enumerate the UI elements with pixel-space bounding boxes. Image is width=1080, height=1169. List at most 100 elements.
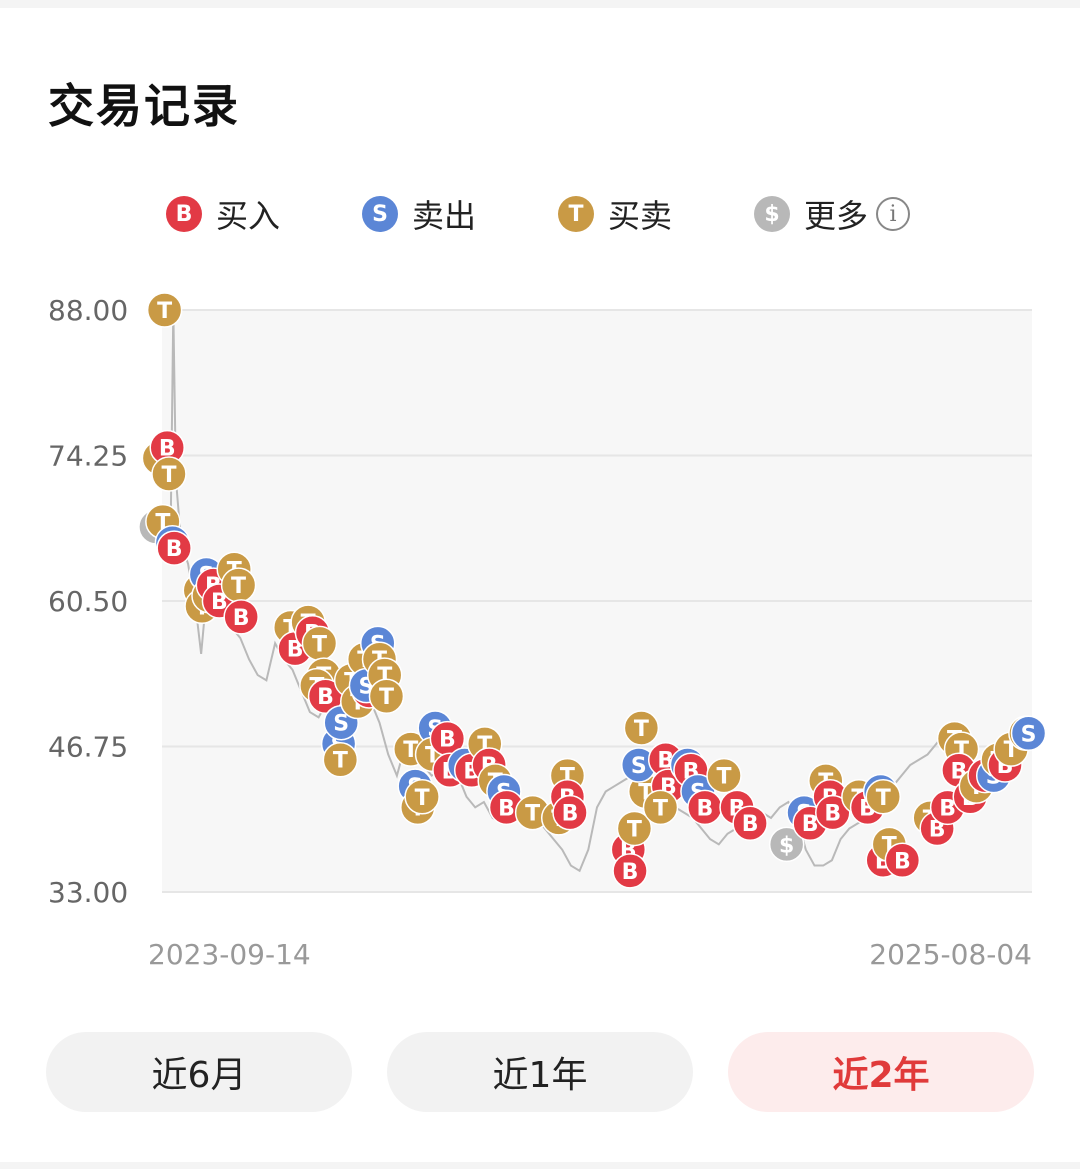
- marker-circle: [1010, 715, 1047, 752]
- trade-marker[interactable]: T: [623, 710, 660, 746]
- trade-marker[interactable]: T: [404, 779, 440, 815]
- trade-marker-icon: T: [558, 196, 594, 232]
- buy-marker[interactable]: B: [156, 530, 192, 566]
- marker-letter: T: [634, 717, 649, 742]
- buy-marker[interactable]: B: [732, 805, 768, 841]
- legend-trade-label: 买卖: [608, 197, 673, 235]
- page-title: 交易记录: [48, 79, 240, 133]
- trade-marker[interactable]: T: [368, 678, 405, 714]
- more-marker[interactable]: $: [768, 826, 805, 863]
- marker-letter: B: [894, 849, 911, 874]
- marker-circle: [156, 530, 192, 566]
- tab-2-years[interactable]: 近2年: [728, 1032, 1034, 1112]
- buy-marker[interactable]: B: [884, 842, 921, 879]
- marker-letter: B: [696, 796, 713, 821]
- buy-marker[interactable]: B: [687, 789, 723, 826]
- legend-buy-label: 买入: [216, 197, 281, 235]
- marker-letter: B: [317, 685, 334, 710]
- marker-circle: [616, 810, 653, 847]
- marker-letter: T: [717, 765, 732, 790]
- y-tick-label: 88.00: [48, 294, 128, 327]
- buy-marker[interactable]: B: [223, 599, 259, 635]
- marker-letter: B: [159, 437, 176, 462]
- marker-letter: B: [939, 796, 956, 821]
- x-start-label: 2023-09-14: [148, 938, 311, 971]
- trade-marker[interactable]: T: [151, 456, 187, 492]
- marker-letter: T: [525, 802, 540, 827]
- sell-marker[interactable]: S: [621, 747, 657, 783]
- marker-letter: B: [439, 728, 456, 753]
- legend-buy[interactable]: B 买入: [166, 192, 280, 236]
- marker-letter: T: [312, 632, 327, 657]
- sell-marker[interactable]: S: [1010, 715, 1047, 752]
- trade-marker[interactable]: T: [146, 292, 183, 328]
- buy-marker[interactable]: B: [429, 720, 466, 757]
- marker-letter: B: [498, 796, 515, 821]
- more-marker-icon: $: [754, 196, 790, 232]
- y-tick-label: 74.25: [48, 440, 128, 473]
- trade-markers: T$TBTTSBTTSTBBTTBTBTBTTTBSSTTTBTSSTTTTST…: [138, 292, 1047, 889]
- marker-letter: B: [233, 606, 250, 631]
- legend-more-label: 更多: [804, 197, 869, 235]
- marker-letter: T: [653, 796, 668, 821]
- trade-marker[interactable]: T: [706, 757, 742, 794]
- buy-marker[interactable]: B: [815, 794, 851, 831]
- info-icon[interactable]: i: [876, 197, 911, 231]
- marker-circle: [146, 292, 183, 328]
- chart-legend: B 买入 S 卖出 T 买卖 $ 更多 i: [0, 192, 1080, 236]
- marker-circle: [368, 678, 405, 714]
- y-axis: 88.00 74.25 60.50 46.75 33.00: [48, 294, 128, 909]
- buy-marker[interactable]: B: [929, 789, 966, 826]
- marker-letter: B: [562, 802, 579, 827]
- trade-marker[interactable]: T: [865, 779, 901, 815]
- trade-marker[interactable]: T: [616, 810, 653, 847]
- marker-letter: T: [379, 685, 394, 710]
- marker-circle: [322, 741, 359, 778]
- marker-letter: B: [166, 537, 183, 562]
- trade-marker[interactable]: T: [642, 789, 679, 826]
- marker-letter: $: [779, 833, 794, 858]
- legend-trade[interactable]: T 买卖: [558, 192, 672, 236]
- marker-circle: [552, 794, 588, 831]
- tab-6-months[interactable]: 近6月: [46, 1032, 352, 1112]
- marker-letter: T: [157, 299, 172, 324]
- y-tick-label: 33.00: [48, 876, 128, 909]
- buy-marker[interactable]: B: [612, 853, 648, 889]
- marker-letter: B: [622, 860, 639, 885]
- marker-circle: [768, 826, 805, 863]
- tab-1-year[interactable]: 近1年: [387, 1032, 693, 1112]
- trade-marker[interactable]: T: [220, 567, 257, 603]
- marker-letter: S: [631, 754, 647, 779]
- y-tick-label: 46.75: [48, 731, 128, 764]
- marker-letter: T: [415, 786, 430, 811]
- buy-marker[interactable]: B: [792, 805, 828, 841]
- marker-letter: T: [627, 818, 642, 843]
- trade-marker[interactable]: T: [322, 741, 359, 778]
- marker-letter: T: [231, 574, 246, 599]
- buy-marker[interactable]: B: [552, 794, 588, 831]
- marker-letter: B: [824, 802, 841, 827]
- marker-letter: T: [876, 786, 891, 811]
- marker-circle: [884, 842, 921, 879]
- marker-letter: T: [161, 463, 176, 488]
- marker-circle: [223, 599, 259, 635]
- marker-circle: [815, 794, 851, 831]
- marker-circle: [865, 779, 901, 815]
- marker-letter: T: [333, 749, 348, 774]
- y-tick-label: 60.50: [48, 585, 128, 618]
- buy-marker-icon: B: [166, 196, 202, 232]
- legend-sell[interactable]: S 卖出: [362, 192, 476, 236]
- x-end-label: 2025-08-04: [869, 938, 1032, 971]
- marker-circle: [642, 789, 679, 826]
- marker-circle: [612, 853, 648, 889]
- marker-letter: B: [742, 812, 759, 837]
- marker-circle: [623, 710, 660, 746]
- marker-circle: [151, 456, 187, 492]
- legend-more[interactable]: $ 更多 i: [754, 192, 911, 236]
- marker-circle: [732, 805, 768, 841]
- trade-marker[interactable]: T: [301, 625, 338, 662]
- sell-marker-icon: S: [362, 196, 398, 232]
- marker-letter: T: [403, 738, 418, 763]
- legend-sell-label: 卖出: [412, 197, 477, 235]
